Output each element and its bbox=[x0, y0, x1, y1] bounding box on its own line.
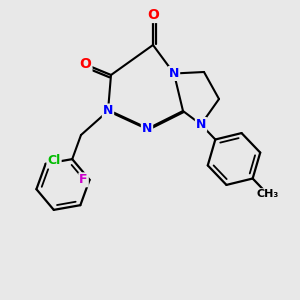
Text: O: O bbox=[147, 8, 159, 22]
Text: N: N bbox=[142, 122, 152, 136]
Text: N: N bbox=[196, 118, 206, 131]
Text: CH₃: CH₃ bbox=[256, 189, 279, 199]
Text: N: N bbox=[169, 67, 179, 80]
Text: F: F bbox=[79, 173, 88, 186]
Text: O: O bbox=[80, 58, 92, 71]
Text: Cl: Cl bbox=[47, 154, 61, 167]
Text: N: N bbox=[103, 104, 113, 118]
